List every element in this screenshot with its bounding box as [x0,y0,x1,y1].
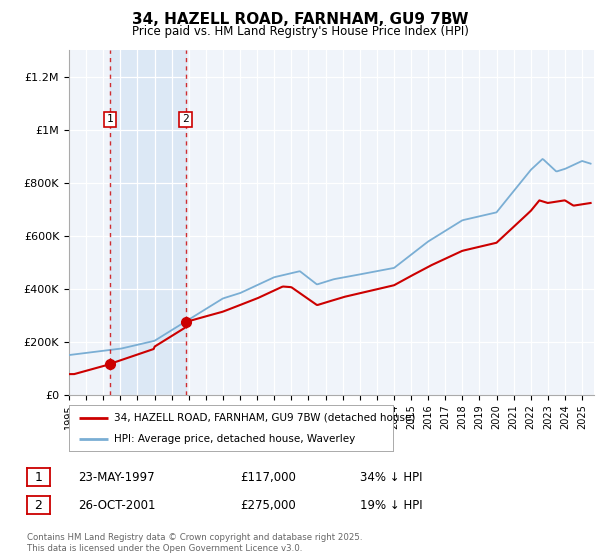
Text: 1: 1 [34,470,43,484]
Text: HPI: Average price, detached house, Waverley: HPI: Average price, detached house, Wave… [115,435,356,444]
Text: 34% ↓ HPI: 34% ↓ HPI [360,470,422,484]
Text: £275,000: £275,000 [240,498,296,512]
Text: 34, HAZELL ROAD, FARNHAM, GU9 7BW: 34, HAZELL ROAD, FARNHAM, GU9 7BW [132,12,468,27]
Text: 1: 1 [106,114,113,124]
Text: £117,000: £117,000 [240,470,296,484]
Text: Contains HM Land Registry data © Crown copyright and database right 2025.
This d: Contains HM Land Registry data © Crown c… [27,533,362,553]
Text: 2: 2 [182,114,189,124]
Text: 2: 2 [34,498,43,512]
Text: 23-MAY-1997: 23-MAY-1997 [78,470,155,484]
Text: 34, HAZELL ROAD, FARNHAM, GU9 7BW (detached house): 34, HAZELL ROAD, FARNHAM, GU9 7BW (detac… [115,413,416,423]
Text: 26-OCT-2001: 26-OCT-2001 [78,498,155,512]
Text: Price paid vs. HM Land Registry's House Price Index (HPI): Price paid vs. HM Land Registry's House … [131,25,469,38]
Text: 19% ↓ HPI: 19% ↓ HPI [360,498,422,512]
Bar [110,50,185,395]
